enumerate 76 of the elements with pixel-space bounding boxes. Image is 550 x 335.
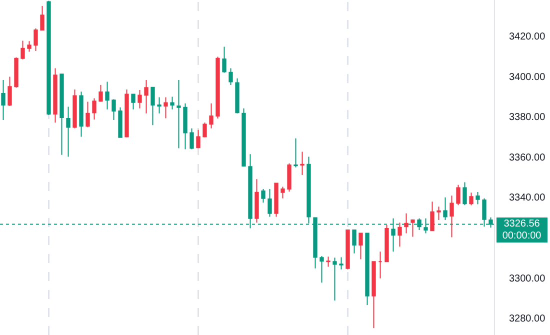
candlestick	[66, 106, 70, 158]
candlestick	[443, 196, 448, 220]
candlestick	[72, 88, 77, 129]
candlestick	[235, 78, 240, 114]
candlestick	[112, 98, 116, 121]
y-tick-label: 3360.00	[509, 152, 546, 164]
candlestick	[1, 79, 6, 121]
candlestick	[410, 218, 415, 238]
candlestick	[34, 28, 38, 52]
candlestick	[450, 195, 454, 238]
candlestick	[254, 178, 259, 224]
candlestick	[92, 98, 96, 120]
candlestick	[384, 224, 389, 262]
candlestick	[27, 40, 32, 52]
ref-line-label: 3326.56	[504, 218, 540, 230]
candlestick	[242, 108, 246, 168]
candlestick	[209, 102, 214, 129]
candlestick	[261, 188, 266, 204]
candlestick	[469, 192, 474, 206]
candlestick	[98, 84, 103, 102]
candlestick	[164, 96, 168, 119]
candlestick	[79, 91, 84, 138]
y-tick-label: 3400.00	[509, 72, 546, 83]
candlestick	[280, 186, 285, 199]
candlestick	[274, 182, 278, 218]
candlestick	[320, 256, 324, 284]
candlestick	[202, 122, 207, 138]
candlestick	[124, 88, 129, 138]
candlestick	[332, 257, 337, 302]
candlestick	[456, 184, 460, 206]
y-tick-label: 3280.00	[509, 314, 546, 325]
candlestick	[268, 188, 272, 218]
candlestick	[346, 230, 350, 270]
candlestick	[287, 162, 292, 192]
y-tick-label: 3380.00	[509, 112, 546, 124]
candlestick	[150, 86, 155, 126]
candlestick	[398, 222, 402, 248]
y-tick-label: 3300.00	[509, 273, 546, 284]
candlestick	[118, 106, 122, 138]
candlestick	[20, 40, 25, 60]
y-tick-label: 3340.00	[509, 192, 546, 204]
candlestick	[228, 68, 233, 86]
candlestick	[430, 201, 434, 232]
candlestick	[404, 212, 408, 234]
candlestick	[372, 261, 376, 329]
candlestick	[196, 129, 200, 149]
text: 00:00:00	[502, 230, 542, 242]
candlestick	[8, 76, 12, 106]
candlestick	[53, 68, 58, 124]
candlestick	[365, 232, 370, 306]
candlestick	[476, 191, 480, 205]
candlestick	[170, 96, 174, 110]
candlestick	[14, 56, 18, 88]
candlestick	[60, 74, 64, 156]
candlestick	[105, 81, 110, 110]
candlestick	[436, 206, 441, 220]
candlestick	[131, 94, 136, 110]
candlestick	[157, 96, 162, 114]
candlestick	[300, 151, 304, 176]
candlestick	[86, 101, 90, 128]
candlestick	[378, 251, 382, 279]
candlestick	[40, 6, 44, 31]
candlestick	[216, 56, 220, 119]
candlestick	[176, 79, 181, 149]
candlestick	[222, 46, 226, 74]
candlestick	[138, 90, 142, 109]
candlestick	[352, 230, 356, 254]
candlestick	[144, 79, 148, 114]
candlestick	[294, 138, 298, 168]
candlestick	[326, 256, 330, 268]
y-tick-label: 3420.00	[509, 32, 546, 43]
candlestick	[339, 256, 344, 270]
candlestick	[358, 232, 363, 260]
candlestick	[190, 128, 194, 150]
candlestick	[183, 102, 188, 150]
candlestick	[462, 182, 467, 206]
